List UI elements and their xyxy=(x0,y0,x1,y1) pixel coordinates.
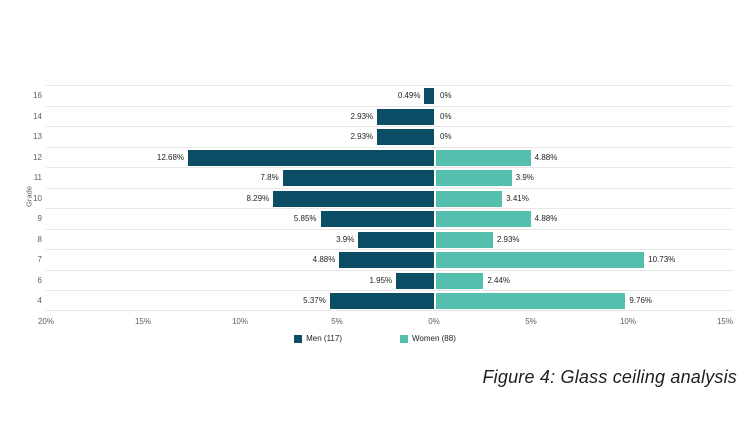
glass-ceiling-tornado-chart: Grade 16 0.49% 0% 14 2.93% 0% 13 2.93% 0% 12 12.68… xyxy=(0,85,750,344)
bar-value-label-women: 3.9% xyxy=(515,173,534,182)
chart-row-grade-16: 16 0.49% 0% xyxy=(33,85,734,106)
y-tick-label: 4 xyxy=(37,296,42,305)
bar-value-label-women: 3.41% xyxy=(506,193,529,203)
bar-men[interactable] xyxy=(320,211,434,228)
y-tick-label: 13 xyxy=(33,132,42,141)
bar-men[interactable] xyxy=(377,129,434,146)
legend-swatch-men xyxy=(294,335,303,343)
bar-value-label-men: 2.93% xyxy=(350,132,374,141)
y-tick-label: 12 xyxy=(33,152,42,162)
y-tick-label: 7 xyxy=(37,255,42,264)
bar-value-label-men: 5.37% xyxy=(303,296,326,305)
x-tick-label: 5% xyxy=(331,317,343,326)
bar-women[interactable] xyxy=(436,272,484,289)
y-tick-label: 16 xyxy=(33,91,42,100)
figure-caption: Figure 4: Glass ceiling analysis xyxy=(482,367,737,387)
bar-men[interactable] xyxy=(396,272,434,289)
bar-value-label-women: 9.76% xyxy=(629,296,653,305)
bar-value-label-men: 7.8% xyxy=(260,173,279,182)
bar-value-label-men: 5.85% xyxy=(293,214,317,223)
y-tick-label: 8 xyxy=(37,234,42,244)
bar-women[interactable] xyxy=(436,211,531,228)
bar-value-label-women: 2.93% xyxy=(496,234,520,244)
chart-row-grade-4: 4 5.37% 9.76% xyxy=(38,290,734,311)
bar-value-label-women: 4.88% xyxy=(534,152,558,162)
bar-men[interactable] xyxy=(339,252,434,269)
x-tick-label: 10% xyxy=(231,317,248,326)
bar-value-label-men: 4.88% xyxy=(312,255,336,264)
y-tick-label: 10 xyxy=(33,193,42,203)
bar-value-label-women: 0% xyxy=(440,91,452,100)
bar-value-label-women: 0% xyxy=(440,132,452,141)
legend: Men (117) Women (88) xyxy=(0,334,750,344)
bar-value-label-women: 10.73% xyxy=(648,255,676,264)
y-tick-label: 14 xyxy=(33,111,42,121)
x-tick-label: 15% xyxy=(134,317,151,326)
legend-label: Men (117) xyxy=(306,334,342,343)
y-tick-label: 9 xyxy=(37,214,42,223)
chart-row-grade-12: 12 12.68% 4.88% xyxy=(33,146,734,168)
bar-women[interactable] xyxy=(436,190,503,207)
bar-men[interactable] xyxy=(273,190,434,207)
bar-women[interactable] xyxy=(436,149,531,166)
bar-men[interactable] xyxy=(329,293,434,310)
bar-value-label-women: 0% xyxy=(440,111,452,121)
bar-value-label-women: 4.88% xyxy=(534,214,558,223)
y-tick-label: 6 xyxy=(37,275,42,285)
chart-row-grade-10: 10 8.29% 3.41% xyxy=(33,187,734,209)
bar-women[interactable] xyxy=(436,170,512,187)
x-tick-label: 0% xyxy=(428,317,440,326)
x-tick-label: 20% xyxy=(37,317,54,326)
bar-men[interactable] xyxy=(377,108,434,125)
bar-women[interactable] xyxy=(436,293,626,310)
bar-value-label-men: 0.49% xyxy=(397,91,421,100)
bar-women[interactable] xyxy=(436,252,645,269)
chart-row-grade-14: 14 2.93% 0% xyxy=(33,105,734,127)
bar-value-label-men: 3.9% xyxy=(336,234,355,244)
legend-label: Women (88) xyxy=(412,334,456,343)
chart-row-grade-6: 6 1.95% 2.44% xyxy=(38,269,734,291)
bar-men[interactable] xyxy=(424,88,434,105)
bar-men[interactable] xyxy=(188,149,434,166)
chart-row-grade-9: 9 5.85% 4.88% xyxy=(38,208,734,229)
y-tick-label: 11 xyxy=(33,173,42,182)
legend-item-men[interactable]: Men (117) xyxy=(294,334,342,344)
legend-item-women[interactable]: Women (88) xyxy=(400,334,456,344)
bar-men[interactable] xyxy=(282,170,434,187)
bar-men[interactable] xyxy=(358,231,434,248)
chart-row-grade-11: 11 7.8% 3.9% xyxy=(34,167,734,188)
bar-women[interactable] xyxy=(436,231,493,248)
bar-value-label-women: 2.44% xyxy=(487,275,511,285)
plot-area: 16 0.49% 0% 14 2.93% 0% 13 2.93% 0% 12 12.68% 4.88%… xyxy=(33,85,734,311)
x-tick-label: 15% xyxy=(716,317,733,326)
bar-value-label-men: 8.29% xyxy=(246,193,270,203)
chart-row-grade-7: 7 4.88% 10.73% xyxy=(38,249,734,270)
bar-value-label-men: 12.68% xyxy=(156,152,185,162)
x-tick-label: 10% xyxy=(619,317,636,326)
x-tick-label: 5% xyxy=(525,317,537,326)
chart-row-grade-13: 13 2.93% 0% xyxy=(33,126,734,147)
legend-swatch-women xyxy=(400,335,408,343)
chart-row-grade-8: 8 3.9% 2.93% xyxy=(38,228,734,250)
bar-value-label-men: 2.93% xyxy=(350,111,374,121)
bar-value-label-men: 1.95% xyxy=(369,275,393,285)
